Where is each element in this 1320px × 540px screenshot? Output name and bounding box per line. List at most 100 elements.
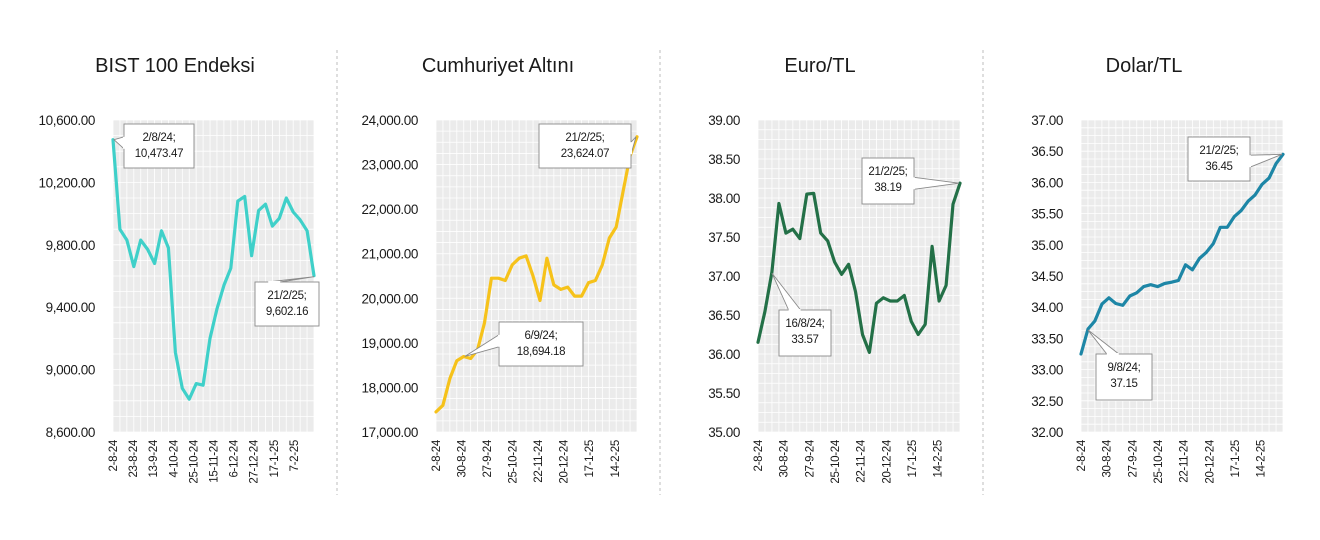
annotation-callout: 6/9/24; 18,694.18: [464, 321, 584, 367]
annotation-text: 2/8/24;: [142, 132, 175, 144]
x-tick-label: 15-11-24: [209, 439, 221, 483]
y-tick-label: 35.00: [1031, 238, 1063, 253]
chart-panel-euro: Euro/TL 35.00 35.50 36.00 36.50 37.00 37.50 38.…: [708, 55, 962, 484]
callout-box: [123, 123, 195, 169]
y-tick-label: 24,000.00: [362, 113, 418, 128]
series-line-gold: [434, 135, 639, 414]
annotation-callout: 21/2/25; 36.45: [1187, 136, 1283, 182]
x-tick-label: 25-10-24: [508, 439, 520, 484]
callout-pointer: [464, 334, 500, 357]
y-tick-label: 23,000.00: [362, 158, 418, 173]
x-tick-label: 25-10-24: [188, 439, 200, 484]
y-tick-label: 18,000.00: [362, 380, 418, 395]
callout-box: [778, 309, 832, 357]
y-tick-label: 17,000.00: [362, 425, 418, 440]
y-tick-label: 33.50: [1031, 331, 1063, 346]
x-tick-label: 17-1-25: [907, 440, 919, 478]
chart-panel-dollar: Dolar/TL 32.00 32.50 33.00 33.50 34.00 34.50 35…: [1031, 55, 1285, 484]
annotation-callout: 21/2/25; 9,602.16: [254, 276, 320, 327]
annotation-text: 21/2/25;: [1199, 145, 1238, 157]
x-tick-label: 27-12-24: [249, 439, 261, 484]
callout-box: [1187, 136, 1251, 182]
annotation-callout: 21/2/25; 23,624.07: [538, 123, 637, 169]
y-tick-label: 9,400.00: [46, 300, 95, 315]
y-tick-label: 39.00: [708, 113, 740, 128]
y-tick-label: 33.00: [1031, 363, 1063, 378]
annotation-text: 9,602.16: [266, 306, 308, 318]
annotation-text: 23,624.07: [561, 148, 609, 160]
y-tick-label: 22,000.00: [362, 202, 418, 217]
x-tick-label: 30-8-24: [779, 439, 791, 477]
y-tick-label: 35.50: [1031, 207, 1063, 222]
x-tick-label: 14-2-25: [1256, 440, 1268, 478]
annotation-callout: 16/8/24; 33.57: [771, 272, 832, 357]
annotation-callout: 9/8/24; 37.15: [1087, 329, 1153, 401]
annotation-callout: 21/2/25; 38.19: [861, 157, 960, 205]
y-tick-label: 38.00: [708, 191, 740, 206]
x-tick-label: 27-9-24: [482, 439, 494, 477]
callout-box: [538, 123, 632, 169]
x-tick-label: 27-9-24: [804, 439, 816, 477]
x-tick-label: 7-2-25: [289, 440, 301, 471]
y-tick-label: 21,000.00: [362, 247, 418, 262]
y-tick-label: 36.00: [708, 347, 740, 362]
x-tick-label: 25-10-24: [1153, 439, 1165, 484]
y-tick-label: 36.50: [708, 308, 740, 323]
annotation-text: 10,473.47: [135, 148, 183, 160]
annotation-callout: 2/8/24; 10,473.47: [113, 123, 195, 169]
y-tick-label: 35.50: [708, 386, 740, 401]
annotation-text: 37.15: [1110, 378, 1137, 390]
callout-box: [1095, 353, 1153, 401]
callout-pointer: [1087, 329, 1120, 355]
annotation-text: 36.45: [1205, 161, 1232, 173]
annotation-text: 18,694.18: [517, 346, 565, 358]
callout-pointer: [1249, 153, 1283, 168]
series-line-euro: [756, 181, 962, 354]
y-tick-label: 36.00: [1031, 175, 1063, 190]
chart-title-dollar: Dolar/TL: [1106, 55, 1183, 77]
y-tick-label: 37.50: [708, 230, 740, 245]
callout-pointer: [113, 136, 125, 150]
x-tick-label: 22-11-24: [533, 439, 545, 483]
x-tick-label: 17-1-25: [269, 440, 281, 478]
annotation-text: 33.57: [791, 334, 818, 346]
callout-pointer: [913, 176, 960, 190]
chart-panel-bist: BIST 100 Endeksi 8,600.00 9,000.00 9,400.00…: [39, 55, 320, 484]
x-tick-label: 14-2-25: [610, 440, 622, 478]
callout-pointer: [771, 272, 801, 311]
chart-title-gold: Cumhuriyet Altını: [422, 55, 574, 77]
y-tick-label: 20,000.00: [362, 291, 418, 306]
y-tick-label: 32.00: [1031, 425, 1063, 440]
x-tick-label: 2-8-24: [753, 439, 765, 471]
x-tick-label: 25-10-24: [830, 439, 842, 484]
y-tick-label: 9,000.00: [46, 363, 95, 378]
y-tick-label: 9,800.00: [46, 238, 95, 253]
x-tick-label: 14-2-25: [933, 440, 945, 478]
chart-title-euro: Euro/TL: [784, 55, 855, 77]
x-tick-label: 2-8-24: [108, 439, 120, 471]
series-line-bist: [111, 138, 316, 401]
callout-pointer: [268, 276, 315, 283]
x-tick-label: 20-12-24: [881, 439, 893, 484]
annotation-text: 9/8/24;: [1107, 362, 1140, 374]
y-tick-label: 32.50: [1031, 394, 1063, 409]
callout-pointer: [630, 136, 637, 155]
y-tick-label: 37.00: [1031, 113, 1063, 128]
annotation-text: 6/9/24;: [524, 330, 557, 342]
y-tick-label: 34.50: [1031, 269, 1063, 284]
x-tick-label: 20-12-24: [1204, 439, 1216, 484]
y-tick-label: 8,600.00: [46, 425, 95, 440]
x-tick-label: 30-8-24: [457, 439, 469, 477]
x-tick-label: 30-8-24: [1102, 439, 1114, 477]
annotation-text: 21/2/25;: [565, 132, 604, 144]
x-tick-label: 22-11-24: [856, 439, 868, 483]
callout-box: [498, 321, 584, 367]
x-tick-label: 17-1-25: [584, 440, 596, 478]
callout-box: [254, 281, 320, 327]
x-tick-label: 17-1-25: [1230, 440, 1242, 478]
y-tick-label: 37.00: [708, 269, 740, 284]
chart-panel-gold: Cumhuriyet Altını 17,000.00 18,000.00 19,00…: [362, 55, 639, 484]
x-tick-label: 4-10-24: [168, 439, 180, 477]
callout-box: [861, 157, 915, 205]
